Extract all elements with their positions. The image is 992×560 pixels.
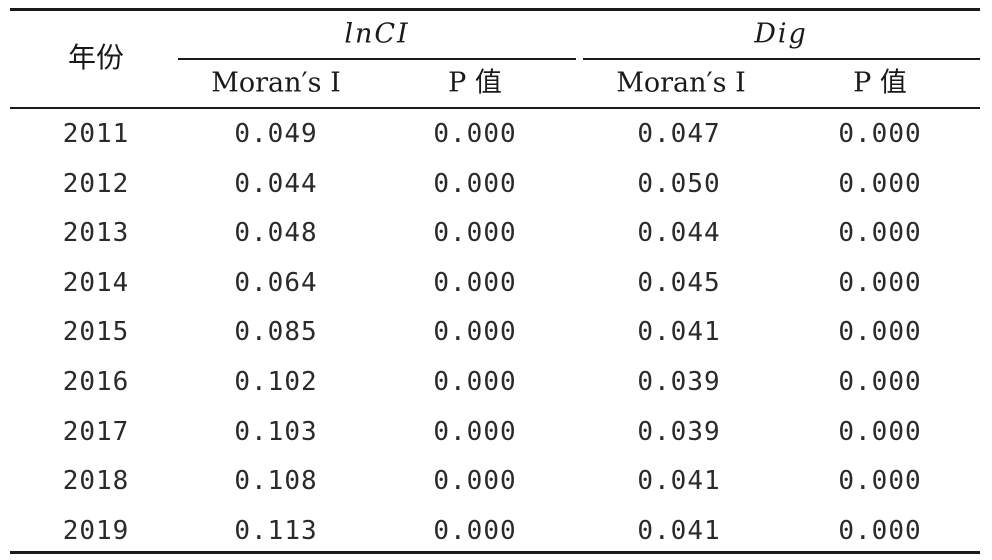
cell-dig-p: 0.000: [838, 417, 922, 447]
cell-lnci-moran: 0.102: [234, 367, 318, 397]
header-group-dig: Dig: [754, 18, 808, 50]
cell-lnci-p: 0.000: [433, 268, 517, 298]
top-rule: [10, 8, 980, 11]
header-rule: [10, 107, 980, 109]
cell-lnci-moran: 0.064: [234, 268, 318, 298]
header-lnci-p: P 值: [448, 67, 502, 99]
cell-year: 2013: [62, 218, 130, 248]
header-lnci-moran: Moran′s I: [211, 67, 341, 99]
cell-year: 2011: [62, 119, 130, 149]
cell-dig-moran: 0.045: [637, 268, 721, 298]
header-group-lnci: lnCI: [344, 18, 410, 50]
cell-year: 2014: [62, 268, 130, 298]
cell-dig-p: 0.000: [838, 119, 922, 149]
cell-dig-moran: 0.041: [637, 317, 721, 347]
cell-lnci-p: 0.000: [433, 417, 517, 447]
header-year: 年份: [67, 41, 125, 74]
cell-lnci-moran: 0.108: [234, 466, 318, 496]
cell-dig-moran: 0.041: [637, 516, 721, 546]
cell-dig-moran: 0.050: [637, 169, 721, 199]
cell-lnci-p: 0.000: [433, 317, 517, 347]
cell-lnci-moran: 0.048: [234, 218, 318, 248]
cell-lnci-moran: 0.044: [234, 169, 318, 199]
cell-dig-moran: 0.047: [637, 119, 721, 149]
cell-lnci-p: 0.000: [433, 466, 517, 496]
cell-lnci-p: 0.000: [433, 218, 517, 248]
cell-dig-p: 0.000: [838, 218, 922, 248]
cell-dig-p: 0.000: [838, 516, 922, 546]
cell-lnci-moran: 0.085: [234, 317, 318, 347]
header-dig-moran: Moran′s I: [616, 67, 746, 99]
cell-dig-moran: 0.044: [637, 218, 721, 248]
header-dig-p: P 值: [853, 67, 907, 99]
group-rule-dig: [583, 58, 980, 60]
cell-dig-p: 0.000: [838, 367, 922, 397]
cell-dig-moran: 0.041: [637, 466, 721, 496]
cell-year: 2017: [62, 417, 130, 447]
cell-dig-moran: 0.039: [637, 417, 721, 447]
cell-year: 2012: [62, 169, 130, 199]
cell-lnci-moran: 0.103: [234, 417, 318, 447]
cell-lnci-moran: 0.113: [234, 516, 318, 546]
cell-lnci-p: 0.000: [433, 169, 517, 199]
cell-dig-p: 0.000: [838, 268, 922, 298]
cell-year: 2016: [62, 367, 130, 397]
cell-lnci-p: 0.000: [433, 516, 517, 546]
cell-lnci-p: 0.000: [433, 367, 517, 397]
cell-dig-p: 0.000: [838, 317, 922, 347]
cell-dig-moran: 0.039: [637, 367, 721, 397]
bottom-rule: [10, 551, 980, 554]
group-rule-lnci: [178, 58, 576, 60]
cell-year: 2018: [62, 466, 130, 496]
cell-lnci-p: 0.000: [433, 119, 517, 149]
cell-lnci-moran: 0.049: [234, 119, 318, 149]
cell-year: 2019: [62, 516, 130, 546]
cell-dig-p: 0.000: [838, 169, 922, 199]
cell-dig-p: 0.000: [838, 466, 922, 496]
cell-year: 2015: [62, 317, 130, 347]
